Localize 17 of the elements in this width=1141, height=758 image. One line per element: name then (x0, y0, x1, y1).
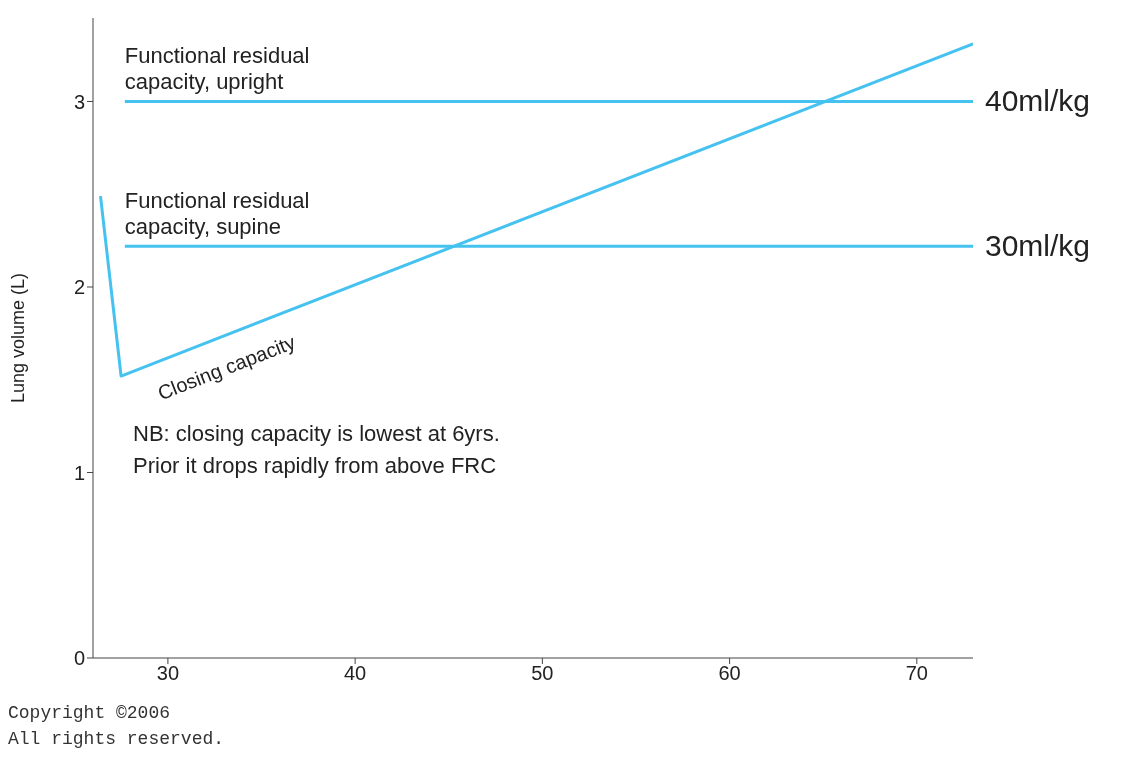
text: Copyright ©2006 (8, 702, 172, 725)
annotation: 40ml/kg (985, 84, 1091, 118)
x-tick-label: 50 (531, 662, 554, 685)
x-tick-label: 70 (905, 662, 928, 685)
x-tick-label: 60 (718, 662, 741, 685)
annotation: Functional residual capacity, upright (124, 43, 310, 95)
y-tick-label: 0 (73, 647, 85, 670)
x-tick-label: 40 (344, 662, 367, 685)
y-tick-label: 3 (73, 90, 85, 113)
x-tick-label: 30 (156, 662, 180, 685)
y-axis-title: Lung volume (L) (8, 272, 29, 404)
y-tick-label: 2 (73, 276, 85, 299)
text: All rights reserved. (8, 728, 226, 751)
annotation: Functional residual capacity, supine (124, 188, 310, 240)
annotation: NB: closing capacity is lowest at 6yrs. Prior it drops rapidly from above FRC (133, 420, 500, 478)
y-tick-label: 1 (73, 461, 85, 484)
annotation: 30ml/kg (985, 229, 1091, 263)
